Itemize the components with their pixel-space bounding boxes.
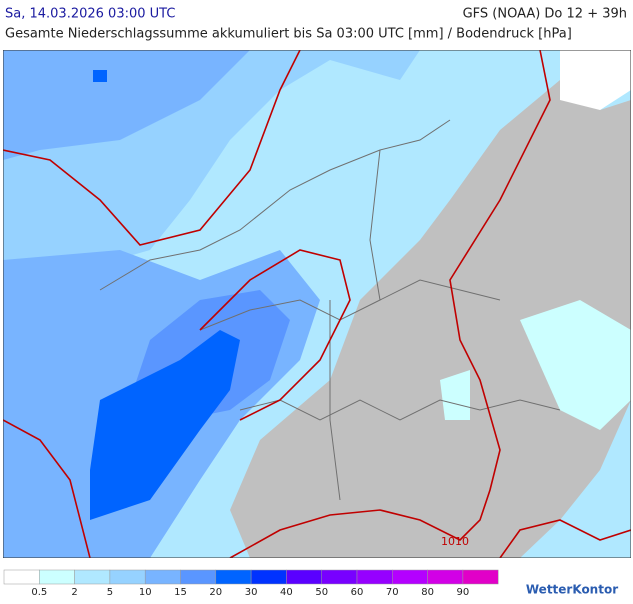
legend-swatch: [286, 569, 322, 585]
legend: 0.5 2 5 10 15 20 30 40 50 60 70 80 90: [3, 569, 499, 598]
legend-label: 50: [315, 587, 328, 598]
map-title: Gesamte Niederschlagssumme akkumuliert b…: [5, 27, 572, 42]
legend-swatch: [39, 569, 75, 585]
legend-swatch: [392, 569, 428, 585]
legend-label: 80: [421, 587, 434, 598]
legend-label: 90: [457, 587, 470, 598]
logo: WetterKontor: [526, 583, 618, 597]
isobar-label: 1010: [441, 535, 469, 548]
model-run: GFS (NOAA) Do 12 + 39h: [463, 7, 627, 22]
legend-swatch: [321, 569, 358, 585]
legend-label: 30: [245, 587, 258, 598]
legend-swatch: [180, 569, 217, 585]
legend-label: 0.5: [31, 587, 47, 598]
legend-label: 70: [386, 587, 399, 598]
legend-label: 60: [351, 587, 364, 598]
legend-swatch: [462, 569, 499, 585]
legend-label: 5: [107, 587, 113, 598]
legend-label: 15: [174, 587, 187, 598]
legend-swatch: [215, 569, 252, 585]
legend-swatch: [250, 569, 287, 585]
legend-label: 10: [139, 587, 152, 598]
legend-label: 20: [209, 587, 222, 598]
legend-label: 40: [280, 587, 293, 598]
legend-swatch: [427, 569, 464, 585]
map: 1010: [3, 50, 631, 558]
legend-swatch: [74, 569, 111, 585]
legend-swatch: [109, 569, 146, 585]
legend-label: 2: [71, 587, 77, 598]
legend-swatch: [356, 569, 393, 585]
legend-swatch: [144, 569, 181, 585]
legend-swatch: [3, 569, 40, 585]
valid-time: Sa, 14.03.2026 03:00 UTC: [5, 7, 175, 22]
